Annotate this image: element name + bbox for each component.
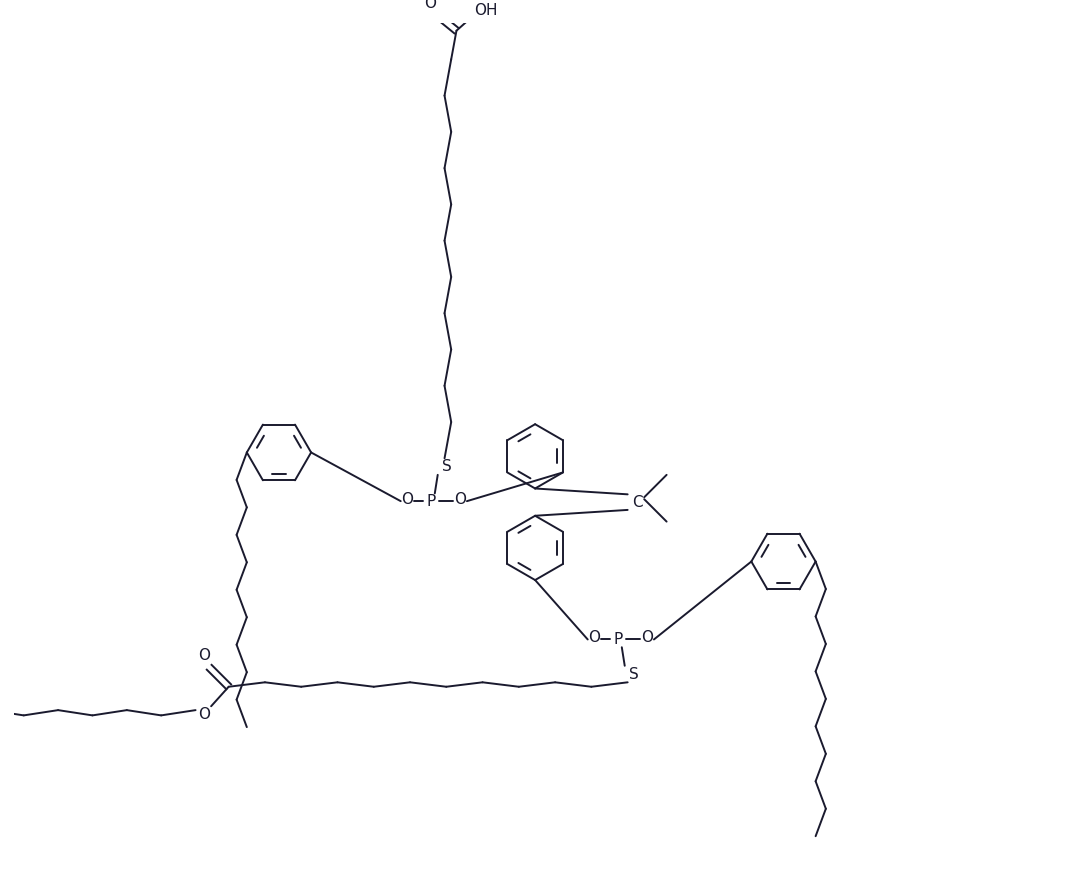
Text: C: C bbox=[632, 494, 643, 509]
Text: S: S bbox=[629, 667, 639, 682]
Text: P: P bbox=[613, 632, 623, 647]
Text: O: O bbox=[199, 707, 210, 722]
Text: P: P bbox=[426, 493, 436, 508]
Text: O: O bbox=[424, 0, 436, 11]
Text: O: O bbox=[199, 648, 210, 663]
Text: S: S bbox=[441, 459, 451, 474]
Text: O: O bbox=[641, 630, 653, 645]
Text: O: O bbox=[401, 492, 413, 507]
Text: OH: OH bbox=[474, 3, 497, 18]
Text: O: O bbox=[454, 492, 466, 507]
Text: O: O bbox=[588, 630, 601, 645]
